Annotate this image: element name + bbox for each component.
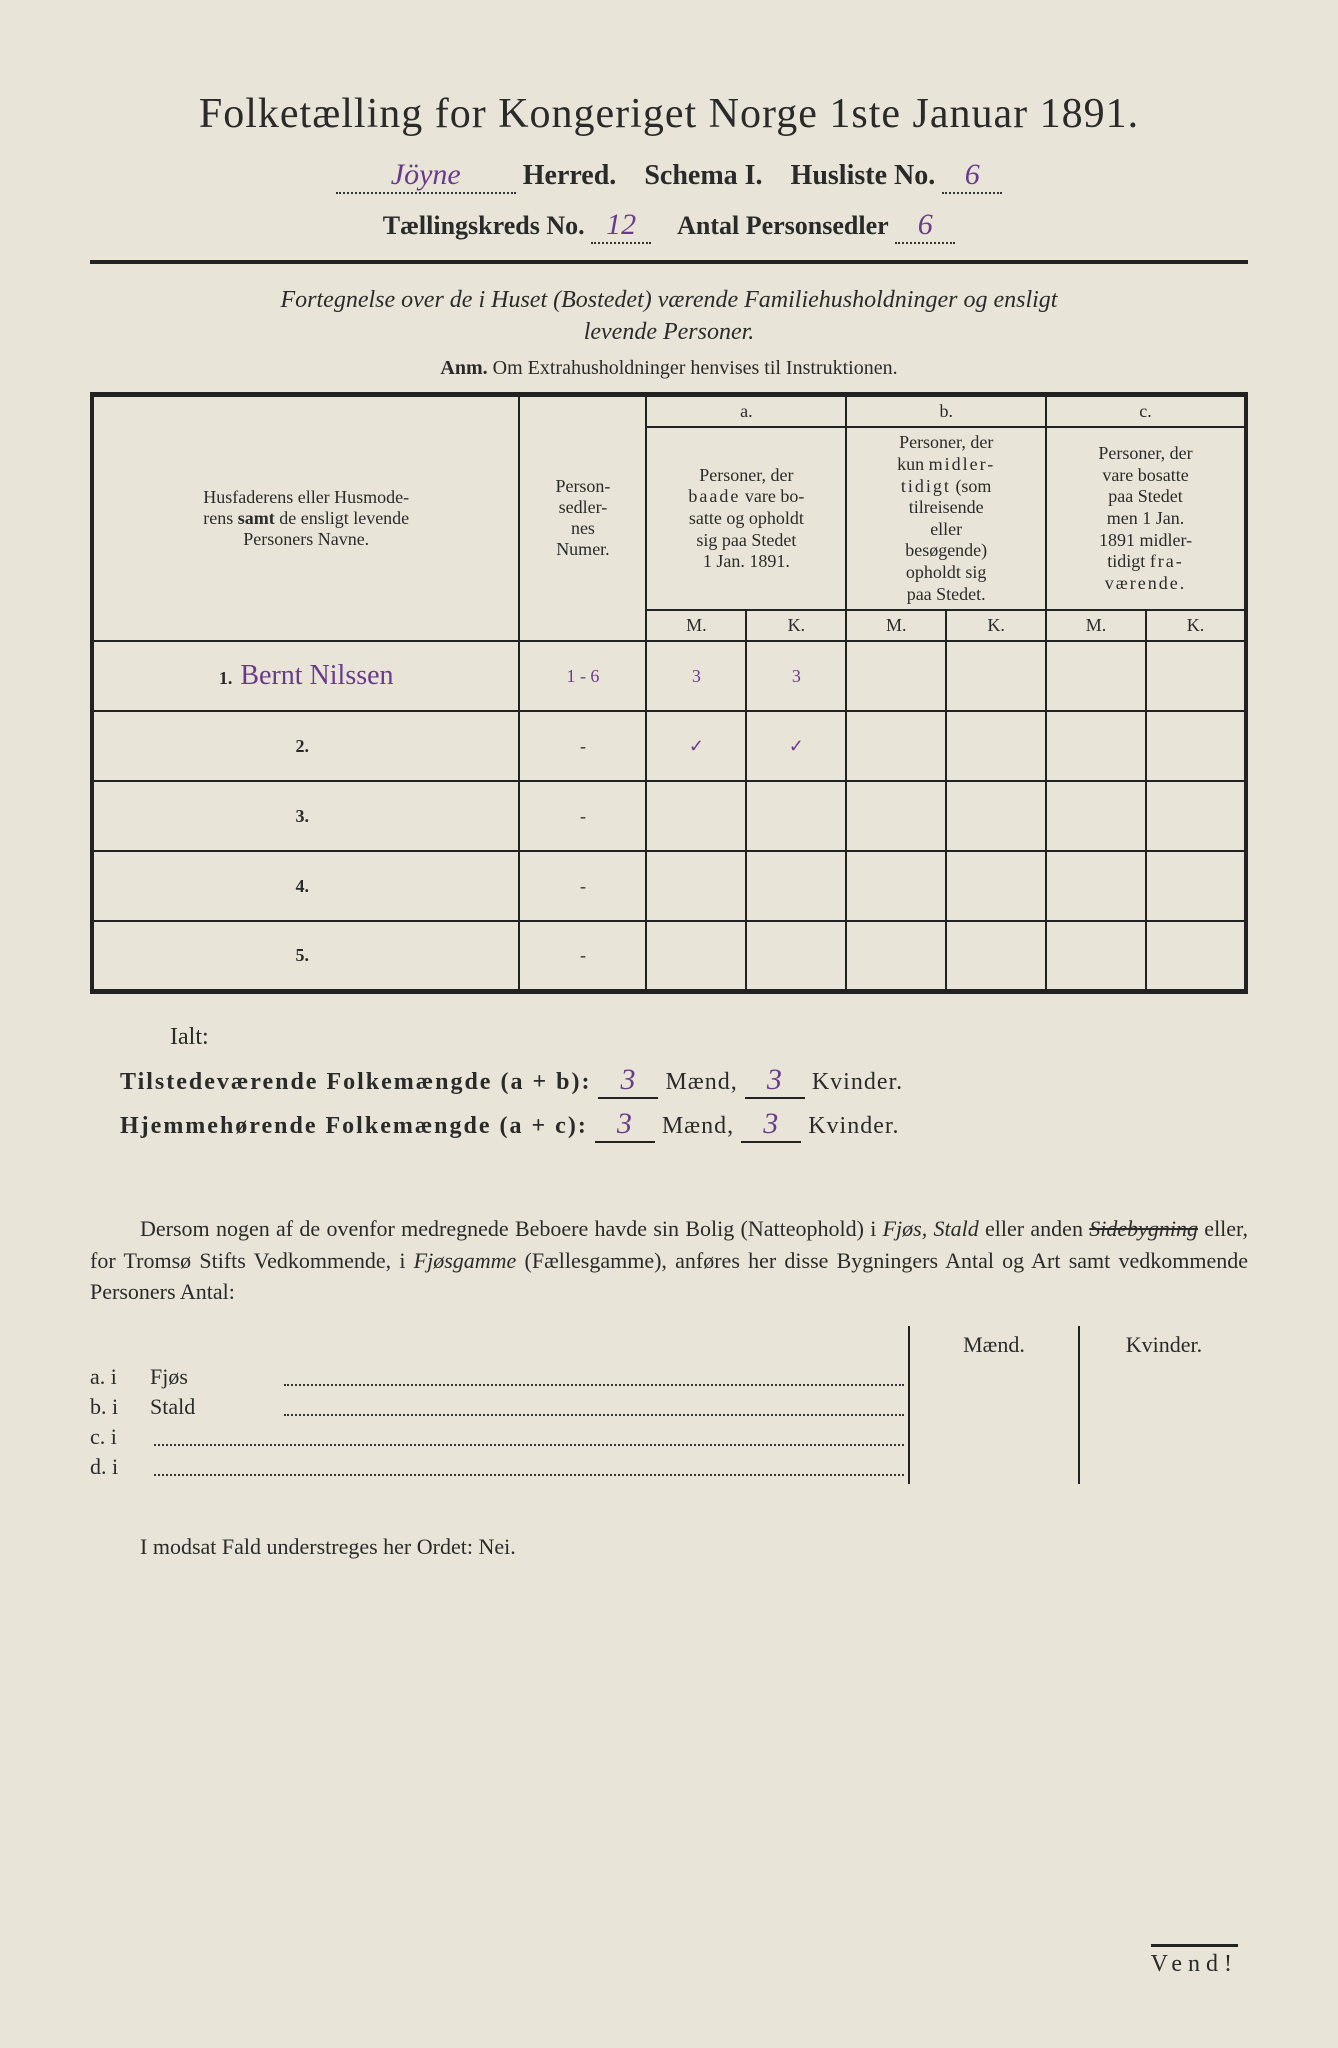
table-row: 5. - xyxy=(92,921,1246,991)
kvinder-col: Kvinder. xyxy=(1080,1326,1248,1484)
table-row: 1.Bernt Nilssen 1 - 6 3 3 xyxy=(92,641,1246,711)
schema-label: Schema I. xyxy=(644,160,762,191)
household-table: Husfaderens eller Husmode-rens samt de e… xyxy=(90,392,1248,994)
divider-1 xyxy=(90,260,1248,264)
anm-text: Om Extrahusholdninger henvises til Instr… xyxy=(493,357,898,379)
building-row: a. i Fjøs xyxy=(90,1364,908,1390)
col-head-name: Husfaderens eller Husmode-rens samt de e… xyxy=(92,394,519,641)
table-row: 4. - xyxy=(92,851,1246,921)
dotted-line xyxy=(154,1454,904,1476)
husliste-label: Husliste No. xyxy=(791,160,936,191)
dotted-line xyxy=(284,1364,904,1386)
desc-line2: levende Personer. xyxy=(584,319,755,345)
col-a-m: M. xyxy=(646,610,746,641)
summary-resident: Hjemmehørende Folkemængde (a + c): 3 Mæn… xyxy=(120,1107,1248,1143)
anm-line: Anm. Om Extrahusholdninger henvises til … xyxy=(90,357,1248,380)
header-line-1: Jöyne Herred. Schema I. Husliste No. 6 xyxy=(90,158,1248,194)
table-row: 2. - ✓ ✓ xyxy=(92,711,1246,781)
building-row: d. i xyxy=(90,1454,908,1480)
col-head-a-top: a. xyxy=(646,394,846,427)
header-line-2: Tællingskreds No. 12 Antal Personsedler … xyxy=(90,208,1248,244)
closing-line: I modsat Fald understreges her Ordet: Ne… xyxy=(90,1534,1248,1560)
kreds-no-field: 12 xyxy=(591,208,651,244)
main-title: Folketælling for Kongeriget Norge 1ste J… xyxy=(90,90,1248,138)
col-head-b-top: b. xyxy=(846,394,1046,427)
instruction-paragraph: Dersom nogen af de ovenfor medregnede Be… xyxy=(90,1213,1248,1309)
col-head-c-text: Personer, dervare bosattepaa Stedetmen 1… xyxy=(1046,427,1246,610)
building-row: c. i xyxy=(90,1424,908,1450)
kreds-label: Tællingskreds No. xyxy=(383,211,585,240)
building-cols: Mænd. Kvinder. xyxy=(908,1326,1248,1484)
building-rows: a. i Fjøs b. i Stald c. i d. i xyxy=(90,1326,908,1484)
turn-over-label: Vend! xyxy=(1151,1944,1238,1978)
desc-line1: Fortegnelse over de i Huset (Bostedet) v… xyxy=(281,287,1058,313)
col-c-m: M. xyxy=(1046,610,1146,641)
ialt-label: Ialt: xyxy=(170,1024,1248,1051)
anm-bold: Anm. xyxy=(440,357,487,379)
husliste-no-field: 6 xyxy=(942,158,1002,194)
col-a-k: K. xyxy=(746,610,846,641)
maend-col: Mænd. xyxy=(910,1326,1080,1484)
antal-value-field: 6 xyxy=(895,208,955,244)
col-head-b-text: Personer, derkun midler-tidigt (somtilre… xyxy=(846,427,1046,610)
col-head-num: Person-sedler-nesNumer. xyxy=(519,394,646,641)
building-row: b. i Stald xyxy=(90,1394,908,1420)
description: Fortegnelse over de i Huset (Bostedet) v… xyxy=(90,284,1248,349)
census-form-page: Folketælling for Kongeriget Norge 1ste J… xyxy=(0,0,1338,2048)
col-head-a-text: Personer, derbaade vare bo-satte og opho… xyxy=(646,427,846,610)
col-b-m: M. xyxy=(846,610,946,641)
antal-label: Antal Personsedler xyxy=(677,211,889,240)
table-row: 3. - xyxy=(92,781,1246,851)
herred-name-field: Jöyne xyxy=(336,158,516,194)
summary-present: Tilstedeværende Folkemængde (a + b): 3 M… xyxy=(120,1063,1248,1099)
building-table: a. i Fjøs b. i Stald c. i d. i Mænd. Kvi… xyxy=(90,1326,1248,1484)
dotted-line xyxy=(284,1394,904,1416)
col-head-c-top: c. xyxy=(1046,394,1246,427)
col-b-k: K. xyxy=(946,610,1046,641)
herred-label: Herred. xyxy=(523,160,617,191)
dotted-line xyxy=(154,1424,904,1446)
col-c-k: K. xyxy=(1146,610,1246,641)
